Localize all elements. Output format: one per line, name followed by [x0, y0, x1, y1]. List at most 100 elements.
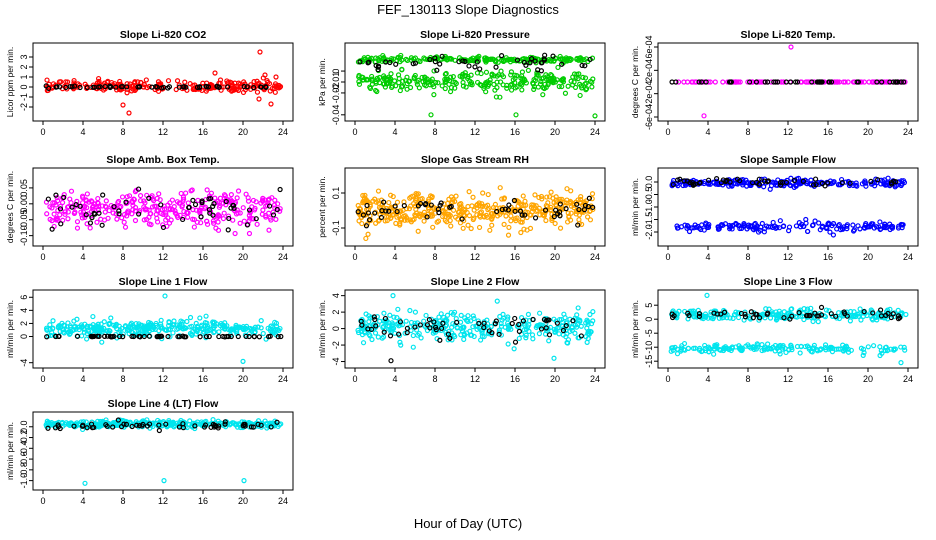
data-point — [244, 222, 250, 228]
data-point — [422, 202, 428, 208]
data-point — [516, 328, 523, 334]
data-point — [714, 176, 720, 182]
data-point — [165, 327, 172, 333]
data-point — [118, 86, 125, 92]
data-point — [753, 79, 760, 85]
data-point — [465, 313, 471, 319]
data-point — [57, 203, 64, 210]
data-point — [452, 85, 458, 91]
data-point — [119, 215, 125, 221]
data-point — [141, 333, 147, 340]
data-point — [543, 202, 549, 209]
data-point — [154, 84, 160, 90]
data-point — [193, 320, 199, 326]
data-point — [750, 226, 756, 232]
data-point — [806, 346, 812, 352]
data-point — [893, 179, 899, 185]
data-point — [671, 313, 677, 319]
x-tick-label: 16 — [510, 252, 520, 262]
data-point — [421, 209, 427, 215]
data-point — [711, 310, 717, 316]
x-tick-label: 0 — [352, 374, 357, 384]
data-point-outlier — [241, 478, 247, 484]
data-point — [562, 202, 568, 209]
panel-title: Slope Line 1 Flow — [119, 276, 209, 288]
data-point — [169, 197, 175, 203]
data-point — [404, 325, 411, 331]
data-point — [93, 204, 99, 210]
data-point — [120, 83, 126, 90]
data-point — [762, 79, 768, 85]
x-tick-label: 24 — [903, 127, 913, 137]
data-point — [468, 332, 474, 338]
data-point — [51, 211, 57, 217]
data-point — [818, 79, 824, 85]
y-tick-label: -2.0 — [644, 224, 654, 240]
data-point — [120, 331, 126, 337]
y-tick-label: -0.4 — [19, 441, 29, 457]
data-point-outlier — [704, 292, 710, 298]
x-tick-label: 20 — [863, 252, 873, 262]
data-point — [548, 189, 554, 195]
data-point — [437, 61, 443, 67]
data-point — [490, 56, 497, 62]
data-point — [80, 422, 86, 428]
x-tick-label: 8 — [120, 374, 125, 384]
data-point — [146, 333, 152, 339]
data-point — [386, 208, 392, 214]
data-point — [369, 56, 375, 62]
data-point — [269, 85, 275, 92]
data-point — [529, 202, 535, 208]
series-selected — [44, 333, 284, 340]
data-point — [65, 421, 72, 427]
x-tick-label: 20 — [238, 496, 248, 506]
data-point — [235, 188, 242, 194]
data-point — [129, 83, 136, 90]
data-point — [433, 327, 439, 333]
series-lower — [674, 216, 906, 238]
data-point — [174, 326, 180, 332]
data-point — [100, 192, 106, 198]
data-point — [442, 217, 448, 224]
data-point — [270, 329, 276, 335]
data-point — [676, 308, 682, 314]
data-point — [408, 57, 414, 63]
data-point — [741, 180, 747, 186]
data-point — [212, 195, 218, 201]
data-point — [556, 331, 562, 337]
x-tick-label: 16 — [510, 374, 520, 384]
data-point — [215, 219, 221, 225]
data-point — [156, 427, 162, 434]
data-point — [578, 194, 584, 200]
series-selected — [45, 186, 283, 233]
data-point-outlier — [592, 113, 598, 119]
data-point — [777, 180, 784, 186]
data-point — [356, 72, 362, 79]
data-point — [474, 59, 480, 65]
data-point — [845, 346, 851, 352]
data-point — [157, 420, 163, 426]
data-point — [127, 325, 133, 331]
data-point — [537, 310, 543, 316]
data-point — [729, 226, 735, 232]
data-point — [557, 213, 563, 219]
data-point — [198, 214, 204, 220]
data-point — [546, 338, 552, 344]
data-point — [744, 179, 751, 186]
data-point — [497, 79, 504, 85]
data-point — [407, 307, 413, 314]
data-point — [891, 314, 897, 320]
data-point — [578, 323, 584, 329]
data-point — [384, 76, 390, 82]
data-point — [71, 210, 77, 217]
data-point — [582, 81, 588, 87]
data-point — [374, 75, 380, 81]
data-point — [770, 219, 776, 226]
data-point — [373, 323, 379, 329]
data-point — [777, 342, 783, 349]
data-point — [549, 217, 555, 223]
data-point — [812, 310, 818, 316]
data-point — [182, 79, 188, 85]
data-point — [538, 193, 545, 200]
data-point — [116, 211, 122, 217]
